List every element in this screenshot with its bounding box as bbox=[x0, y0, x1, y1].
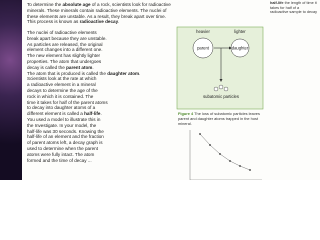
text: formed and the time of decay ... bbox=[27, 157, 92, 163]
text-line: As particles are released, the original bbox=[27, 42, 103, 48]
text-line: You used a model to illustrate this in bbox=[27, 117, 100, 123]
key-term: Figure 4 bbox=[178, 111, 194, 116]
text: To determine the bbox=[27, 2, 63, 7]
key-term: parent atom bbox=[66, 64, 93, 70]
text-line: half-life of an element and the fraction bbox=[27, 134, 104, 140]
text-line: decays to determine the age of the bbox=[27, 88, 98, 94]
text-line: The new element has slightly lighter bbox=[27, 53, 100, 59]
text: The new element has slightly lighter bbox=[27, 53, 101, 59]
text-line: Scientists look at the rate at which bbox=[27, 76, 96, 82]
text-line: rock in which it is contained. The bbox=[27, 94, 93, 100]
text-line: properties. The atom that undergoes bbox=[27, 59, 101, 65]
text-line: different element is called a half-life. bbox=[27, 111, 102, 117]
key-term: half-life bbox=[270, 1, 284, 5]
text-line: half-life was 30 seconds. Knowing the bbox=[27, 129, 104, 135]
text: . bbox=[100, 111, 102, 117]
graph-points bbox=[199, 133, 251, 171]
text: . bbox=[92, 64, 94, 70]
label: lighter bbox=[234, 29, 246, 34]
label: subatomic particles bbox=[203, 94, 239, 99]
text-line: The atom that is produced is called the … bbox=[27, 71, 140, 77]
text: Scientists look at the rate at which bbox=[27, 76, 97, 82]
text-line: The nuclei of radioactive elements bbox=[27, 30, 97, 36]
label: heavier bbox=[196, 29, 210, 34]
key-term: radioactive decay bbox=[79, 19, 119, 25]
text: a radioactive element in a mineral bbox=[27, 82, 96, 88]
text-line: To determine the absolute age of a rock,… bbox=[27, 2, 171, 8]
text-line: a radioactive element in a mineral bbox=[27, 82, 96, 88]
text-line: break apart because they are unstable. bbox=[27, 36, 107, 42]
text: break apart because they are unstable. bbox=[27, 35, 107, 41]
text: You used a model to illustrate this in bbox=[27, 117, 101, 122]
text-line: formed and the time of decay ... bbox=[27, 158, 92, 164]
arrow-head bbox=[229, 46, 232, 50]
key-term: daughter atom bbox=[107, 70, 140, 76]
text-line: time it takes for half of the parent ato… bbox=[27, 100, 108, 106]
text-line: these elements are unstable. As a result… bbox=[27, 14, 166, 20]
text-line: used to determine when the parent bbox=[27, 146, 98, 152]
text: rock in which it is contained. The bbox=[27, 93, 94, 99]
text: to decay into daughter atoms of a bbox=[27, 105, 96, 111]
text-line: of parent atoms left, a decay graph is bbox=[27, 140, 103, 146]
text: half-life was 30 seconds. Knowing the bbox=[27, 128, 104, 134]
text: The loss of subatomic particles leaves p… bbox=[178, 111, 260, 126]
parent-circle bbox=[192, 37, 214, 59]
decay-graph bbox=[189, 130, 262, 180]
text-line: atoms were fully intact. The atom bbox=[27, 152, 94, 158]
text: these elements are unstable. As a result… bbox=[27, 13, 166, 19]
particles bbox=[213, 84, 229, 92]
text: of parent atoms left, a decay graph is bbox=[27, 140, 103, 146]
text-line: decay is called the parent atom. bbox=[27, 65, 94, 71]
text-line: minerals. These minerals contain radioac… bbox=[27, 8, 167, 14]
text: . bbox=[118, 19, 120, 25]
text: element changes into a different one. bbox=[27, 47, 103, 53]
space-image bbox=[0, 0, 22, 180]
text: The atom that is produced is called the bbox=[27, 70, 108, 76]
text: the Investigate. In your model, the bbox=[27, 122, 97, 128]
arrow-head bbox=[219, 79, 223, 82]
text: This process is known as bbox=[27, 19, 80, 25]
text: The nuclei of radioactive elements bbox=[27, 30, 97, 35]
text: minerals. These minerals contain radioac… bbox=[27, 7, 167, 13]
side-note: half-life the length of time it takes fo… bbox=[270, 1, 318, 15]
text: . bbox=[139, 70, 141, 76]
text: properties. The atom that undergoes bbox=[27, 59, 102, 64]
label: parent bbox=[197, 46, 210, 51]
text-line: This process is known as radioactive dec… bbox=[27, 19, 119, 25]
text: of a rock, scientists look for radioacti… bbox=[90, 2, 171, 7]
text: decay is called the bbox=[27, 64, 67, 70]
figure: heavier lighter parent daughter subatomi… bbox=[176, 26, 264, 180]
text-line: to decay into daughter atoms of a bbox=[27, 105, 95, 111]
figure-caption: Figure 4 The loss of subatomic particles… bbox=[178, 111, 264, 126]
text: atoms were fully intact. The atom bbox=[27, 151, 95, 157]
text-line: element changes into a different one. bbox=[27, 47, 103, 53]
definition: the length of time it takes for half of … bbox=[270, 1, 318, 15]
page: half-life the length of time it takes fo… bbox=[0, 0, 318, 180]
text: As particles are released, the original bbox=[27, 41, 103, 47]
key-term: absolute age bbox=[62, 2, 91, 7]
text: used to determine when the parent bbox=[27, 146, 98, 151]
label: daughter bbox=[232, 46, 249, 51]
figure-box bbox=[176, 26, 264, 110]
text: time it takes for half of the parent ato… bbox=[27, 99, 108, 105]
key-term: half-life bbox=[84, 111, 101, 117]
text-line: the Investigate. In your model, the bbox=[27, 123, 96, 129]
text: different element is called a bbox=[27, 111, 85, 117]
text: decays to determine the age of the bbox=[27, 88, 98, 93]
text: half-life of an element and the fraction bbox=[27, 134, 104, 140]
